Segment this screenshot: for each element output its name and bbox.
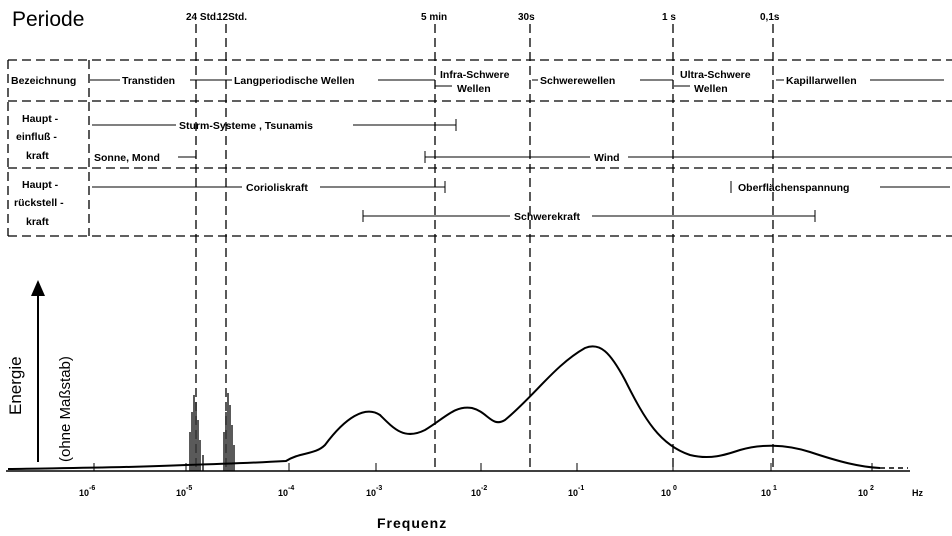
force-wind: Wind [594,152,620,164]
energy-sublabel: (ohne Maßstab) [57,356,74,462]
tick-1e-5: 10-5 [176,485,192,498]
period-label-5min: 5 min [421,12,447,23]
wave-type-schwerewellen: Schwerewellen [540,75,615,87]
row-label-haupteinfluss-1: Haupt - [22,113,59,125]
wave-type-kapillarwellen: Kapillarwellen [786,75,857,87]
row-bezeichnung: Bezeichnung Transtiden Langperiodische W… [11,69,944,95]
period-label-24h: 24 Std. [186,12,219,23]
tick-1e2: 10 2 [858,485,874,498]
frequency-axis: 10-6 10-5 10-4 10-3 10-2 10-1 10 0 10 1 … [6,463,923,531]
tick-1e-6: 10-6 [79,485,95,498]
tick-1e-2: 10-2 [471,485,487,498]
energy-axis: Energie (ohne Maßstab) [6,280,74,462]
unit-hz: Hz [912,488,923,498]
period-label-1s: 1 s [662,12,676,23]
row-haupteinfluss: Haupt - einfluß - kraft Sturm-Systeme , … [16,113,952,164]
wave-type-infra-schwere: Infra-Schwere [440,69,510,81]
period-label-12h: 12Std. [217,12,247,23]
period-title: Periode [12,8,84,31]
row-label-rueckstell-1: Haupt - [22,179,59,191]
tidal-spikes [189,393,235,471]
wave-type-transtiden: Transtiden [122,75,175,87]
force-oberflaechenspannung: Oberflächenspannung [738,182,849,194]
frequency-label: Frequenz [377,515,447,531]
table-grid [7,59,952,237]
wave-type-infra-schwere-2: Wellen [457,83,491,95]
period-label-30s: 30s [518,12,535,23]
row-label-bezeichnung: Bezeichnung [11,75,76,87]
wave-type-langperiodisch: Langperiodische Wellen [234,75,355,87]
period-label-0-1s: 0,1s [760,12,780,23]
energy-label: Energie [6,356,25,415]
row-label-haupteinfluss-2: einfluß - [16,131,57,143]
row-hauptrueckstell: Haupt - rückstell - kraft Corioliskraft … [14,179,950,228]
wave-type-ultra-schwere: Ultra-Schwere [680,69,751,81]
force-sturm-tsunamis: Sturm-Systeme , Tsunamis [179,120,313,132]
row-label-haupteinfluss-3: kraft [26,150,49,162]
tick-1e0: 10 0 [661,485,677,498]
row-label-rueckstell-3: kraft [26,216,49,228]
force-sonne-mond: Sonne, Mond [94,152,160,164]
force-corioliskraft: Corioliskraft [246,182,308,194]
tick-1e1: 10 1 [761,485,777,498]
tick-1e-3: 10-3 [366,485,382,498]
wave-type-ultra-schwere-2: Wellen [694,83,728,95]
row-label-rueckstell-2: rückstell - [14,197,64,209]
tick-1e-1: 10-1 [568,485,584,498]
energy-spectrum-curve [7,345,908,470]
force-schwerekraft: Schwerekraft [514,211,580,223]
tick-1e-4: 10-4 [278,485,294,498]
